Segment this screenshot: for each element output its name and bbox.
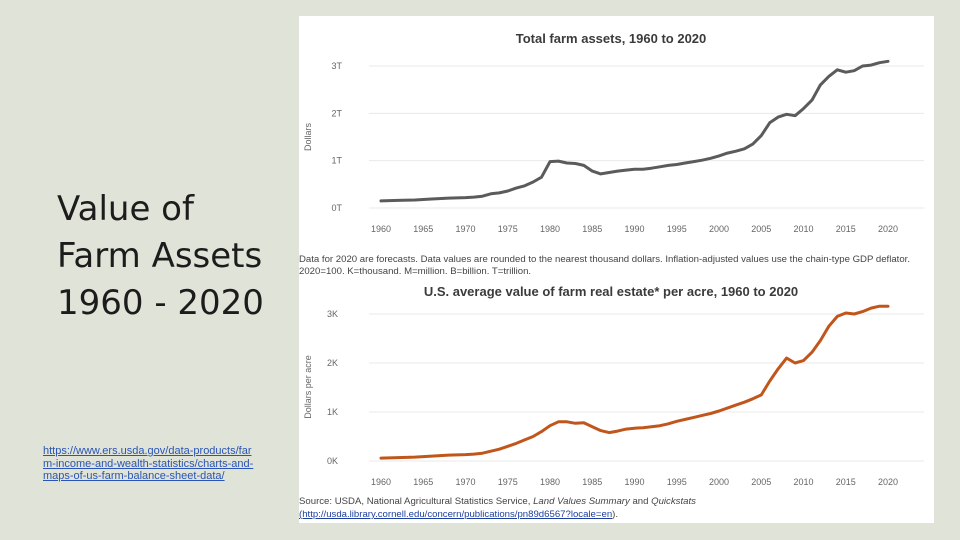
x-tick-label: 2020: [878, 477, 898, 487]
chart-note: Data for 2020 are forecasts. Data values…: [299, 254, 910, 277]
x-tick-label: 1975: [498, 224, 518, 234]
y-tick-label: 3T: [331, 61, 342, 71]
y-tick-label: 1K: [327, 407, 338, 417]
series-line: [379, 304, 890, 460]
x-tick-label: 1960: [371, 224, 391, 234]
chart-panel: Total farm assets, 1960 to 2020 0T 1T 2T 3T 1…: [299, 16, 934, 523]
x-tick-label: 2000: [709, 477, 729, 487]
series-line: [379, 59, 890, 203]
x-tick-label: 1995: [667, 477, 687, 487]
x-tick-label: 2010: [793, 224, 813, 234]
source-prefix: Source: USDA, National Agricultural Stat…: [299, 496, 534, 507]
y-axis-label: Dollars per acre: [303, 355, 313, 419]
x-tick-label: 1965: [413, 477, 433, 487]
chart-title: Total farm assets, 1960 to 2020: [516, 31, 707, 46]
x-tick-label: 2005: [751, 224, 771, 234]
x-tick-label: 2005: [751, 477, 771, 487]
x-tick-label: 1980: [540, 477, 560, 487]
source-quickstats: Quickstats: [651, 496, 696, 507]
x-tick-label: 2000: [709, 224, 729, 234]
y-tick-label: 0T: [331, 203, 342, 213]
y-tick-label: 3K: [327, 309, 338, 319]
x-tick-label: 1970: [455, 477, 475, 487]
y-tick-label: 1T: [331, 156, 342, 166]
charts-svg: Total farm assets, 1960 to 2020 0T 1T 2T 3T 1…: [303, 31, 924, 487]
y-tick-label: 0K: [327, 456, 338, 466]
chart-total-farm-assets: Total farm assets, 1960 to 2020 0T 1T 2T 3T 1…: [303, 31, 924, 234]
x-tick-label: 2015: [836, 224, 856, 234]
slide-title-line-1: Value of: [57, 189, 194, 229]
slide-title: Value of Farm Assets 1960 - 2020: [57, 186, 297, 327]
x-tick-label: 1995: [667, 224, 687, 234]
y-axis-label: Dollars: [303, 123, 313, 152]
source-land-values-summary: Land Values Summary: [533, 496, 630, 507]
x-tick-label: 2015: [836, 477, 856, 487]
chart-farm-real-estate-per-acre: U.S. average value of farm real estate* …: [303, 284, 924, 487]
x-tick-label: 1980: [540, 224, 560, 234]
x-tick-label: 1960: [371, 477, 391, 487]
chart-title: U.S. average value of farm real estate* …: [424, 284, 798, 299]
source-link[interactable]: https://www.ers.usda.gov/data-products/f…: [43, 445, 254, 482]
x-tick-label: 1985: [582, 477, 602, 487]
source-url-link[interactable]: (http://usda.library.cornell.edu/concern…: [299, 509, 613, 520]
slide-title-line-2: Farm Assets: [57, 236, 263, 276]
y-tick-label: 2K: [327, 358, 338, 368]
chart-source: Source: USDA, National Agricultural Stat…: [299, 495, 929, 521]
y-tick-label: 2T: [331, 108, 342, 118]
source-and: and: [629, 496, 652, 507]
x-tick-label: 1990: [624, 224, 644, 234]
x-tick-label: 1970: [455, 224, 475, 234]
x-tick-label: 1990: [624, 477, 644, 487]
x-tick-label: 1985: [582, 224, 602, 234]
x-tick-label: 1975: [498, 477, 518, 487]
x-tick-label: 2020: [878, 224, 898, 234]
x-tick-label: 2010: [793, 477, 813, 487]
x-tick-label: 1965: [413, 224, 433, 234]
slide-title-line-3: 1960 - 2020: [57, 283, 264, 323]
source-suffix: ).: [612, 509, 619, 520]
